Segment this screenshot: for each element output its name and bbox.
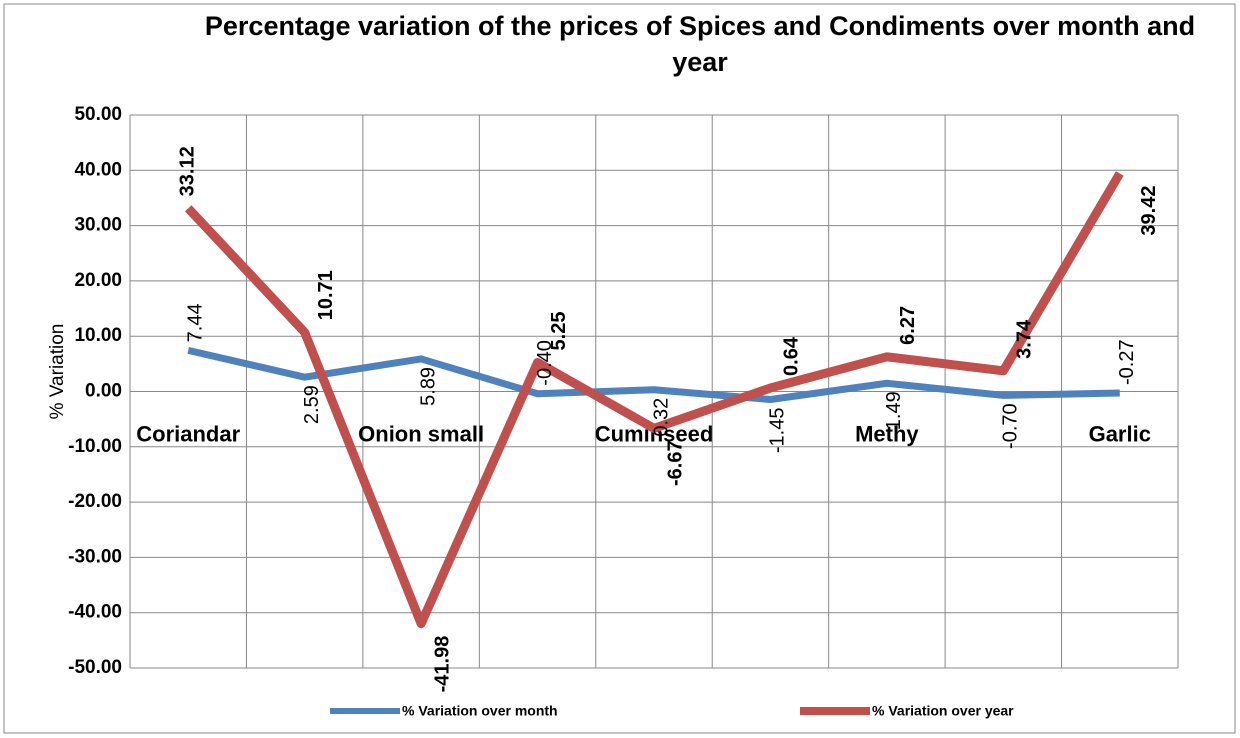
- y-tick-label: -20.00: [68, 491, 122, 512]
- data-label: 7.44: [185, 303, 207, 342]
- data-label: 1.49: [883, 391, 905, 430]
- data-label: -0.70: [1000, 403, 1022, 449]
- data-label: -1.45: [767, 408, 789, 454]
- data-label: 5.89: [417, 367, 439, 406]
- y-tick-label: -40.00: [68, 602, 122, 623]
- data-label: -0.40: [534, 340, 556, 386]
- x-tick-label: Coriandar: [136, 421, 240, 446]
- data-label: 33.12: [177, 146, 199, 196]
- y-axis-label: % Variation: [47, 324, 68, 420]
- data-label: 10.71: [315, 270, 337, 320]
- data-label: -6.67: [664, 440, 686, 486]
- chart-border: [3, 3, 1236, 734]
- data-label: -41.98: [431, 636, 453, 693]
- y-tick-label: 0.00: [85, 381, 122, 402]
- y-tick-label: 20.00: [74, 270, 122, 291]
- y-tick-label: 10.00: [74, 325, 122, 346]
- data-label: -0.27: [1116, 339, 1138, 385]
- y-tick-label: -10.00: [68, 436, 122, 457]
- data-label: 5.25: [548, 312, 570, 351]
- legend-label: % Variation over year: [872, 703, 1014, 719]
- y-tick-label: 30.00: [74, 215, 122, 236]
- series-line: [184, 171, 1124, 629]
- legend-label: % Variation over month: [402, 703, 558, 719]
- y-tick-label: 50.00: [74, 104, 122, 125]
- x-tick-label: Onion small: [358, 421, 484, 446]
- y-tick-label: -30.00: [68, 546, 122, 567]
- data-label: 0.32: [650, 398, 672, 437]
- y-tick-label: 40.00: [74, 159, 122, 180]
- x-tick-label: Methy: [855, 421, 919, 446]
- data-label: 0.64: [781, 336, 803, 376]
- data-label: 2.59: [301, 385, 323, 424]
- data-label: 6.27: [897, 306, 919, 345]
- y-tick-label: -50.00: [68, 657, 122, 678]
- chart-title: Percentage variation of the prices of Sp…: [204, 11, 1196, 77]
- x-tick-label: Garlic: [1089, 421, 1151, 446]
- data-label: 39.42: [1138, 186, 1160, 236]
- series-line: [187, 346, 1120, 404]
- data-label: 3.74: [1014, 319, 1036, 359]
